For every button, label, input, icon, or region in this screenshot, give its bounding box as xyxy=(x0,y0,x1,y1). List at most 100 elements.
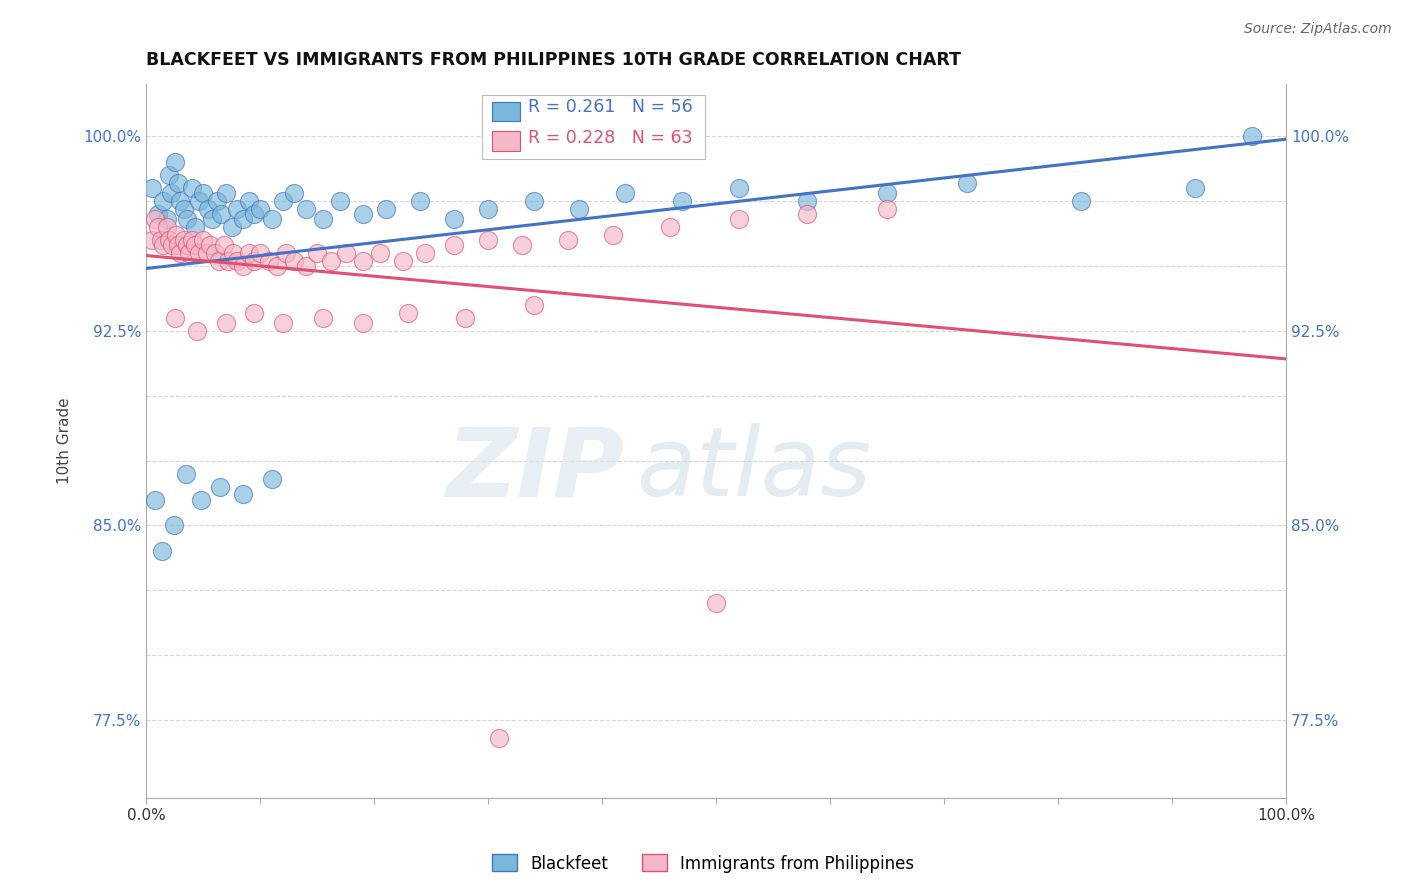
Point xyxy=(613,186,636,201)
Point xyxy=(197,202,219,216)
Point xyxy=(232,259,254,273)
Point xyxy=(152,194,174,208)
Point xyxy=(796,194,818,208)
FancyBboxPatch shape xyxy=(492,102,520,121)
FancyBboxPatch shape xyxy=(482,95,704,159)
Point xyxy=(249,202,271,216)
Point xyxy=(160,186,183,201)
Point xyxy=(415,245,437,260)
Point xyxy=(249,245,271,260)
FancyBboxPatch shape xyxy=(492,131,520,151)
Point xyxy=(217,253,239,268)
Point xyxy=(335,245,357,260)
Point xyxy=(157,168,180,182)
Point xyxy=(179,245,201,260)
Point xyxy=(163,155,186,169)
Point xyxy=(165,227,187,242)
Point xyxy=(294,202,316,216)
Point xyxy=(876,186,898,201)
Point xyxy=(143,212,166,227)
Point xyxy=(156,219,179,234)
Point xyxy=(198,238,221,252)
Point xyxy=(454,310,477,325)
Point xyxy=(176,212,198,227)
Point xyxy=(312,310,335,325)
Point xyxy=(1184,181,1206,195)
Point xyxy=(208,253,231,268)
Point xyxy=(226,253,249,268)
Point xyxy=(187,194,209,208)
Point xyxy=(205,194,228,208)
Point xyxy=(727,181,749,195)
Point xyxy=(266,259,288,273)
Point xyxy=(1240,129,1263,144)
Text: R = 0.261   N = 56: R = 0.261 N = 56 xyxy=(529,98,693,116)
Point xyxy=(187,245,209,260)
Point xyxy=(143,492,166,507)
Point xyxy=(568,202,591,216)
Point xyxy=(391,253,413,268)
Point xyxy=(260,472,283,486)
Point xyxy=(319,253,342,268)
Point xyxy=(169,245,191,260)
Legend: Blackfeet, Immigrants from Philippines: Blackfeet, Immigrants from Philippines xyxy=(485,847,921,880)
Point xyxy=(141,181,163,195)
Point xyxy=(173,202,195,216)
Point xyxy=(180,233,202,247)
Point xyxy=(523,298,546,312)
Point xyxy=(184,238,207,252)
Point xyxy=(156,212,179,227)
Point xyxy=(149,233,172,247)
Point xyxy=(352,207,374,221)
Point xyxy=(209,479,232,493)
Point xyxy=(146,219,169,234)
Point xyxy=(557,233,579,247)
Point xyxy=(215,316,238,330)
Point xyxy=(173,233,195,247)
Point xyxy=(276,245,298,260)
Point xyxy=(243,253,266,268)
Point xyxy=(602,227,624,242)
Point xyxy=(146,207,169,221)
Point xyxy=(1070,194,1092,208)
Point xyxy=(488,731,510,746)
Point xyxy=(167,238,190,252)
Point xyxy=(222,245,245,260)
Point xyxy=(238,194,260,208)
Point xyxy=(260,212,283,227)
Point xyxy=(396,305,419,319)
Point xyxy=(510,238,533,252)
Text: BLACKFEET VS IMMIGRANTS FROM PHILIPPINES 10TH GRADE CORRELATION CHART: BLACKFEET VS IMMIGRANTS FROM PHILIPPINES… xyxy=(146,51,962,69)
Text: atlas: atlas xyxy=(637,423,872,516)
Point xyxy=(294,259,316,273)
Point xyxy=(184,219,207,234)
Point xyxy=(152,238,174,252)
Point xyxy=(352,316,374,330)
Point xyxy=(232,487,254,501)
Point xyxy=(727,212,749,227)
Point xyxy=(243,305,266,319)
Point xyxy=(212,238,235,252)
Point xyxy=(477,202,499,216)
Point xyxy=(283,253,305,268)
Point xyxy=(215,186,238,201)
Point xyxy=(443,238,465,252)
Point xyxy=(477,233,499,247)
Point xyxy=(186,324,208,338)
Point xyxy=(409,194,432,208)
Point xyxy=(238,245,260,260)
Point xyxy=(259,253,281,268)
Point xyxy=(671,194,693,208)
Point xyxy=(271,194,294,208)
Point xyxy=(956,176,979,190)
Point xyxy=(162,518,184,533)
Point xyxy=(443,212,465,227)
Point xyxy=(201,212,224,227)
Point xyxy=(307,245,329,260)
Point xyxy=(191,186,214,201)
Point xyxy=(374,202,396,216)
Point xyxy=(150,544,173,558)
Point xyxy=(243,207,266,221)
Point xyxy=(312,212,335,227)
Point xyxy=(329,194,352,208)
